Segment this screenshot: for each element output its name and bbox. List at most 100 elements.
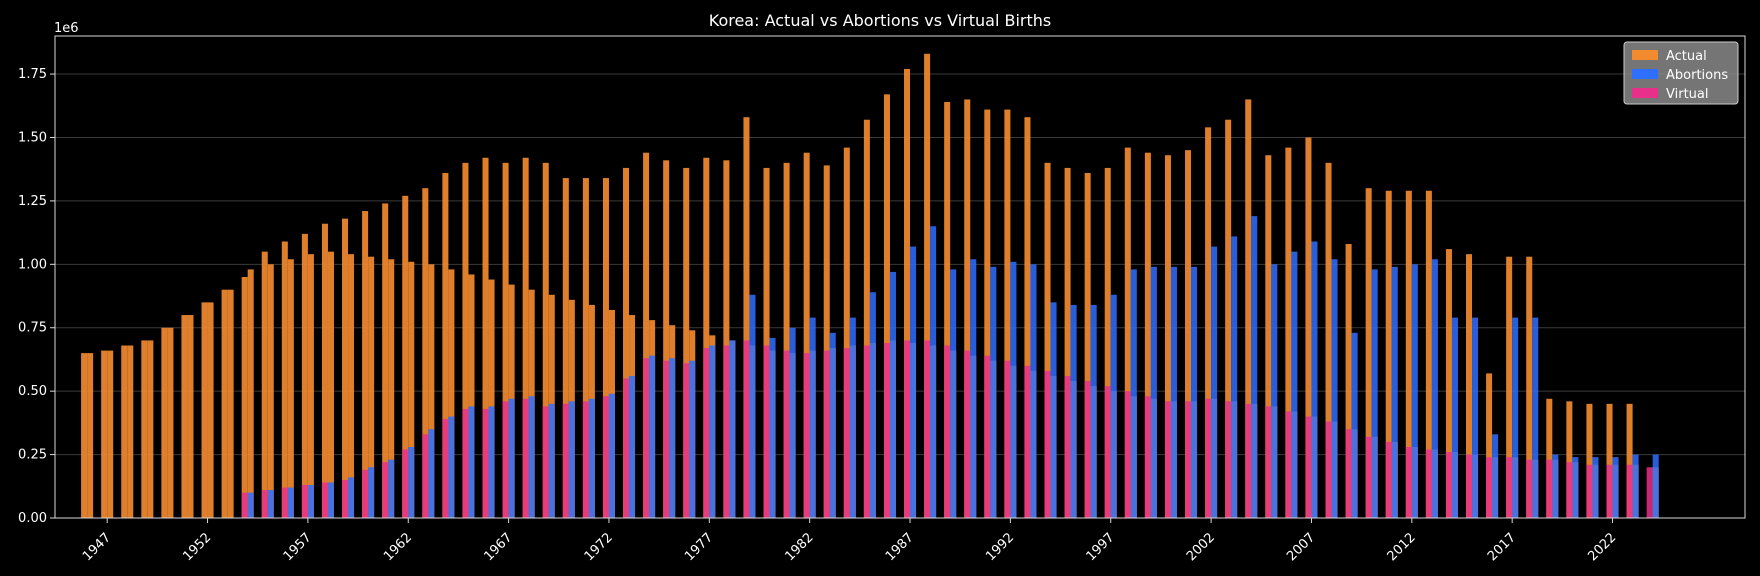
bar-actual bbox=[1405, 190, 1412, 518]
bar-actual bbox=[1124, 147, 1131, 519]
chart-title: Korea: Actual vs Abortions vs Virtual Bi… bbox=[709, 11, 1051, 30]
bar-abortions bbox=[849, 317, 856, 518]
bar-abortions bbox=[1351, 332, 1358, 518]
bar-abortions bbox=[528, 396, 535, 518]
bar-actual bbox=[121, 345, 128, 518]
bar-actual bbox=[442, 172, 449, 518]
bar-actual bbox=[362, 211, 369, 518]
bar-virtual bbox=[301, 485, 308, 518]
bar-actual bbox=[1064, 167, 1071, 519]
bar-virtual bbox=[843, 348, 850, 518]
bar-actual bbox=[1004, 109, 1011, 518]
bar-virtual bbox=[321, 482, 328, 518]
bar-actual bbox=[1325, 162, 1332, 518]
bar-virtual bbox=[602, 396, 609, 518]
bar-virtual bbox=[482, 408, 489, 518]
bar-abortions bbox=[809, 317, 816, 518]
bar-virtual bbox=[522, 398, 529, 518]
bar-virtual bbox=[1164, 401, 1171, 518]
bar-abortions bbox=[388, 459, 395, 518]
bar-virtual bbox=[281, 487, 288, 518]
bar-actual bbox=[542, 162, 549, 518]
bar-abortions bbox=[488, 406, 495, 518]
bar-abortions bbox=[1331, 259, 1338, 518]
bar-virtual bbox=[1385, 441, 1392, 518]
legend-label: Actual bbox=[1666, 49, 1707, 64]
bar-abortions bbox=[1532, 317, 1539, 518]
bar-virtual bbox=[1044, 370, 1051, 518]
bar-virtual bbox=[1325, 421, 1332, 518]
bar-virtual bbox=[1606, 464, 1613, 518]
bar-virtual bbox=[1104, 386, 1111, 518]
bar-abortions bbox=[709, 345, 716, 518]
bar-abortions bbox=[1211, 246, 1218, 518]
bars-layer bbox=[81, 53, 1659, 519]
bar-actual bbox=[81, 353, 88, 518]
bar-abortions bbox=[468, 406, 475, 518]
bar-abortions bbox=[1431, 259, 1438, 518]
bar-actual bbox=[863, 119, 870, 518]
bar-actual bbox=[1144, 152, 1151, 518]
bar-abortions bbox=[327, 482, 334, 518]
legend-swatch bbox=[1632, 69, 1658, 79]
bar-actual bbox=[1566, 401, 1573, 518]
y-tick-label: 1.50 bbox=[18, 130, 47, 145]
bar-abortions bbox=[267, 490, 274, 518]
bar-abortions bbox=[608, 393, 615, 518]
bar-abortions bbox=[1411, 264, 1418, 518]
bar-abortions bbox=[990, 266, 997, 518]
bar-virtual bbox=[1425, 449, 1432, 518]
bar-abortions bbox=[348, 477, 355, 518]
bar-abortions bbox=[368, 467, 375, 518]
bar-abortions bbox=[629, 375, 636, 518]
bar-actual bbox=[843, 147, 850, 519]
bar-actual bbox=[1626, 403, 1633, 518]
bar-virtual bbox=[241, 492, 248, 518]
bar-actual-alt- bbox=[187, 315, 194, 518]
bar-actual bbox=[221, 289, 228, 518]
bar-actual bbox=[1606, 403, 1613, 518]
bar-abortions bbox=[769, 337, 776, 518]
bar-virtual bbox=[1405, 446, 1412, 518]
bar-actual bbox=[1546, 398, 1553, 518]
bar-actual bbox=[1305, 137, 1312, 518]
bar-abortions bbox=[1130, 269, 1137, 518]
bar-virtual bbox=[1445, 452, 1452, 518]
bar-actual bbox=[984, 109, 991, 518]
bar-actual bbox=[683, 167, 690, 519]
bar-actual bbox=[261, 251, 268, 518]
bar-abortions bbox=[1291, 251, 1298, 518]
bar-virtual bbox=[883, 342, 890, 518]
bar-abortions bbox=[1030, 264, 1037, 518]
bar-virtual bbox=[462, 408, 469, 518]
legend: Actual Abortions Virtual bbox=[1623, 41, 1739, 105]
bar-actual-alt- bbox=[287, 259, 294, 518]
bar-virtual bbox=[362, 469, 369, 518]
bar-actual bbox=[1285, 147, 1292, 519]
bar-abortions bbox=[1371, 269, 1378, 518]
bar-actual-alt- bbox=[388, 259, 395, 518]
bar-actual bbox=[763, 167, 770, 519]
bar-abortions bbox=[689, 360, 696, 518]
y-tick-label: 1.25 bbox=[18, 194, 47, 209]
bar-actual bbox=[321, 223, 328, 518]
bar-actual-alt- bbox=[448, 269, 455, 518]
bar-abortions bbox=[649, 355, 656, 518]
bar-virtual bbox=[382, 462, 389, 518]
bar-actual bbox=[643, 152, 650, 518]
bar-abortions bbox=[930, 226, 937, 518]
bar-virtual bbox=[944, 345, 951, 518]
bar-actual bbox=[502, 162, 509, 518]
bar-virtual bbox=[562, 403, 569, 518]
bar-actual bbox=[281, 241, 288, 519]
bar-abortions bbox=[869, 292, 876, 518]
bar-abortions bbox=[307, 485, 314, 518]
bar-abortions bbox=[548, 403, 555, 518]
bar-actual bbox=[883, 94, 890, 519]
bar-virtual bbox=[904, 340, 911, 518]
bar-abortions bbox=[1170, 266, 1177, 518]
bar-virtual bbox=[643, 358, 650, 518]
bar-virtual bbox=[1466, 454, 1473, 518]
